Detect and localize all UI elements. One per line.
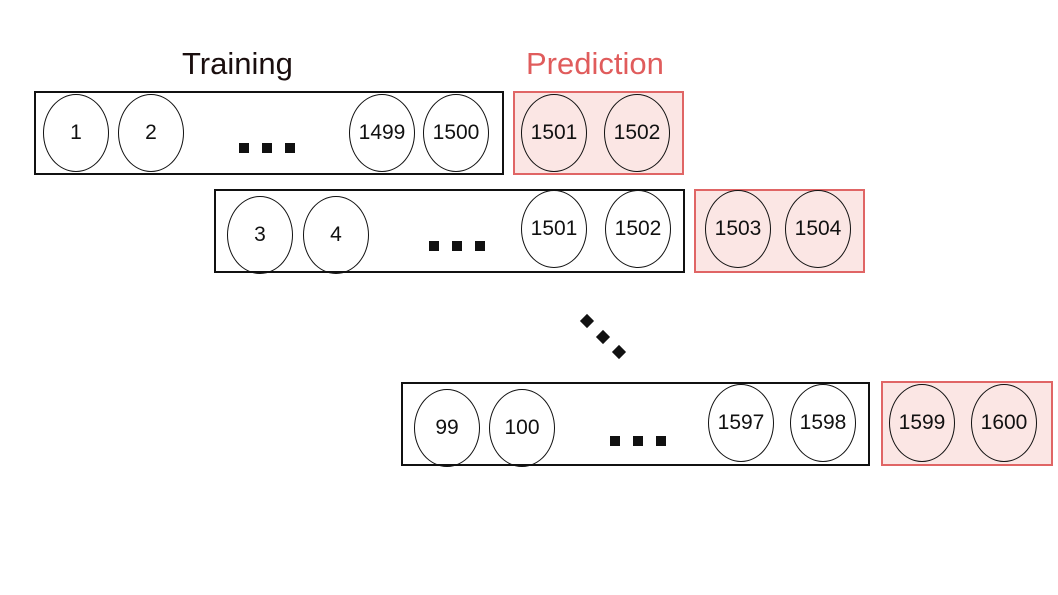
predicted-circle: 1502 xyxy=(604,94,670,172)
training-window-2: 3 4 1501 1502 xyxy=(214,189,685,274)
continuation-dot xyxy=(595,329,611,345)
predicted-circle: 1504 xyxy=(785,190,851,268)
sample-circle: 3 xyxy=(227,196,293,274)
sample-circle: 1500 xyxy=(423,94,489,172)
continuation-dot xyxy=(579,313,595,329)
sample-circle: 1 xyxy=(43,94,109,172)
prediction-window-2: 1503 1504 xyxy=(694,189,865,273)
prediction-window-3: 1599 1600 xyxy=(881,381,1053,466)
ellipsis xyxy=(239,143,295,153)
sample-circle: 1502 xyxy=(605,190,671,268)
ellipsis xyxy=(429,241,485,251)
sample-circle: 1598 xyxy=(790,384,856,462)
sample-circle: 100 xyxy=(489,389,555,467)
prediction-heading: Prediction xyxy=(526,46,664,81)
predicted-circle: 1503 xyxy=(705,190,771,268)
sample-circle: 1501 xyxy=(521,190,587,268)
predicted-circle: 1599 xyxy=(889,384,955,462)
sample-circle: 1597 xyxy=(708,384,774,462)
ellipsis xyxy=(610,436,666,446)
training-window-3: 99 100 1597 1598 xyxy=(401,382,870,467)
sample-circle: 99 xyxy=(414,389,480,467)
sample-circle: 2 xyxy=(118,94,184,172)
sample-circle: 1499 xyxy=(349,94,415,172)
predicted-circle: 1600 xyxy=(971,384,1037,462)
prediction-window-1: 1501 1502 xyxy=(513,91,684,175)
continuation-dot xyxy=(611,344,627,360)
training-window-1: 1 2 1499 1500 xyxy=(34,91,504,175)
sample-circle: 4 xyxy=(303,196,369,274)
predicted-circle: 1501 xyxy=(521,94,587,172)
training-heading: Training xyxy=(182,46,293,81)
